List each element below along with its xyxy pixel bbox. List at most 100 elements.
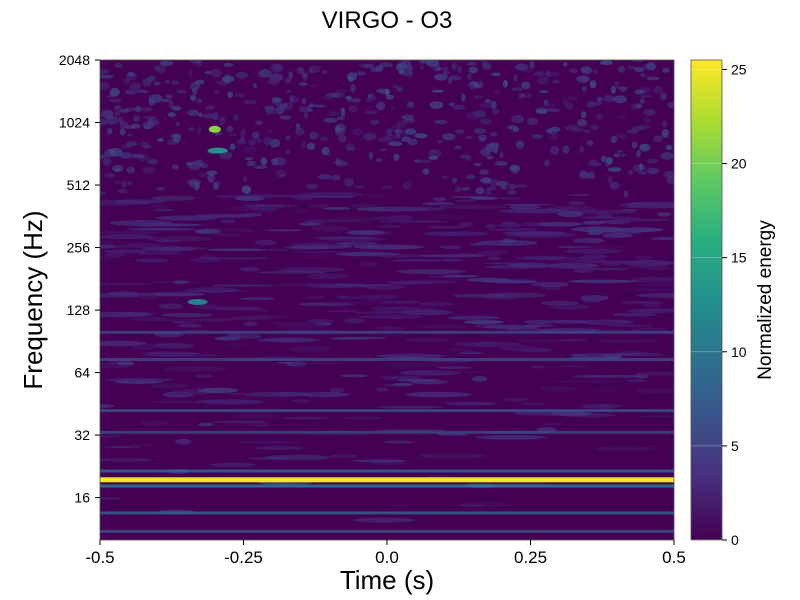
y-axis-label: Frequency (Hz)	[18, 210, 48, 389]
noise-blob	[247, 421, 271, 428]
noise-blob	[381, 206, 447, 212]
noise-blob	[533, 71, 546, 77]
noise-blob	[129, 82, 142, 90]
noise-blob	[343, 177, 354, 187]
noise-blob	[646, 167, 660, 175]
noise-blob	[252, 82, 258, 89]
noise-blob	[354, 71, 366, 76]
noise-blob	[235, 196, 265, 201]
noise-blob	[269, 138, 281, 148]
noise-blob	[107, 291, 140, 296]
noise-blob	[141, 246, 195, 252]
frequency-band	[100, 484, 674, 488]
noise-blob	[580, 403, 623, 409]
noise-blob	[419, 64, 425, 70]
noise-blob	[285, 135, 291, 140]
noise-blob	[516, 140, 524, 149]
noise-blob	[494, 88, 501, 95]
noise-blob	[281, 101, 294, 111]
noise-blob	[323, 117, 338, 123]
noise-blob	[338, 135, 347, 143]
noise-blob	[334, 315, 384, 318]
noise-blob	[514, 63, 529, 71]
noise-blob	[620, 153, 627, 157]
noise-blob	[372, 307, 439, 312]
noise-blob	[572, 237, 605, 244]
noise-blob	[370, 66, 384, 73]
noise-blob	[139, 140, 150, 147]
noise-blob	[277, 266, 345, 273]
noise-blob	[523, 69, 533, 73]
noise-blob	[511, 87, 524, 92]
noise-blob	[550, 304, 591, 310]
noise-blob	[131, 153, 145, 159]
noise-blob	[265, 229, 303, 232]
noise-blob	[643, 63, 655, 69]
noise-blob	[507, 125, 517, 130]
noise-blob	[502, 221, 516, 225]
noise-blob	[213, 90, 220, 94]
noise-blob	[253, 165, 268, 170]
noise-blob	[119, 152, 133, 159]
noise-blob	[369, 119, 380, 125]
noise-blob	[220, 219, 236, 224]
noise-blob	[194, 61, 203, 68]
noise-blob	[139, 420, 171, 426]
noise-blob	[137, 153, 149, 162]
noise-blob	[100, 240, 129, 245]
noise-blob	[400, 309, 453, 316]
noise-blob	[634, 255, 655, 260]
noise-blob	[135, 258, 170, 263]
noise-blob	[271, 158, 278, 166]
noise-blob	[252, 207, 279, 214]
noise-blob	[266, 454, 330, 461]
noise-blob	[226, 132, 237, 137]
noise-blob	[105, 252, 127, 258]
noise-blob	[334, 336, 388, 340]
noise-blob	[375, 405, 444, 409]
noise-blob	[147, 159, 159, 165]
noise-blob	[334, 123, 347, 132]
noise-blob	[240, 314, 291, 319]
frequency-band	[100, 511, 674, 515]
noise-blob	[600, 60, 613, 66]
noise-blob	[100, 118, 108, 126]
noise-blob	[303, 111, 309, 120]
noise-blob	[178, 324, 203, 328]
noise-blob	[593, 446, 657, 452]
noise-blob	[353, 185, 365, 189]
noise-blob	[473, 128, 487, 134]
transient-blip	[187, 299, 208, 305]
noise-blob	[324, 92, 339, 99]
noise-blob	[513, 74, 518, 82]
noise-blob	[640, 266, 674, 271]
noise-blob	[211, 68, 222, 78]
noise-blob	[357, 314, 423, 319]
noise-blob	[556, 211, 584, 217]
noise-blob	[431, 371, 492, 374]
frequency-band	[100, 477, 674, 483]
noise-blob	[474, 323, 504, 329]
noise-blob	[486, 155, 494, 160]
noise-blob	[152, 208, 175, 212]
noise-blob	[143, 115, 157, 120]
noise-blob	[342, 416, 383, 420]
noise-blob	[391, 259, 450, 262]
noise-blob	[608, 175, 613, 184]
noise-blob	[431, 89, 444, 93]
noise-blob	[335, 88, 348, 93]
noise-blob	[448, 102, 455, 107]
x-tick-label: 0.0	[375, 548, 399, 567]
noise-blob	[376, 88, 390, 94]
noise-blob	[393, 153, 400, 161]
noise-blob	[244, 157, 254, 161]
noise-blob	[126, 166, 136, 174]
x-tick-label: 0.5	[662, 548, 686, 567]
noise-blob	[350, 203, 379, 208]
noise-blob	[601, 155, 606, 163]
noise-blob	[188, 70, 193, 76]
noise-blob	[376, 387, 389, 392]
noise-blob	[397, 378, 440, 382]
noise-blob	[421, 202, 455, 206]
